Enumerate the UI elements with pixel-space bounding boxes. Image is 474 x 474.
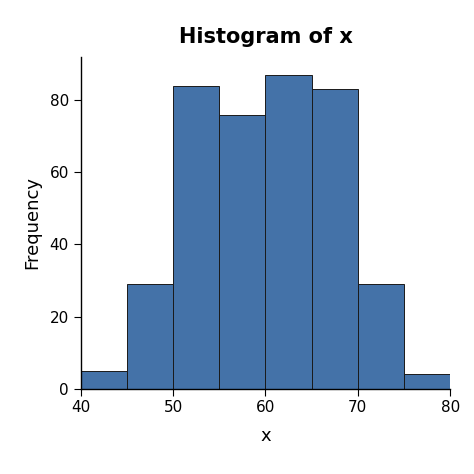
Bar [358,284,404,389]
Bar [173,86,219,389]
Bar [312,89,358,389]
Y-axis label: Frequency: Frequency [23,176,41,269]
X-axis label: x: x [260,427,271,445]
Bar [265,75,312,389]
Bar [127,284,173,389]
Bar [219,115,265,389]
Bar [81,371,127,389]
Title: Histogram of x: Histogram of x [179,27,352,47]
Bar [404,374,450,389]
